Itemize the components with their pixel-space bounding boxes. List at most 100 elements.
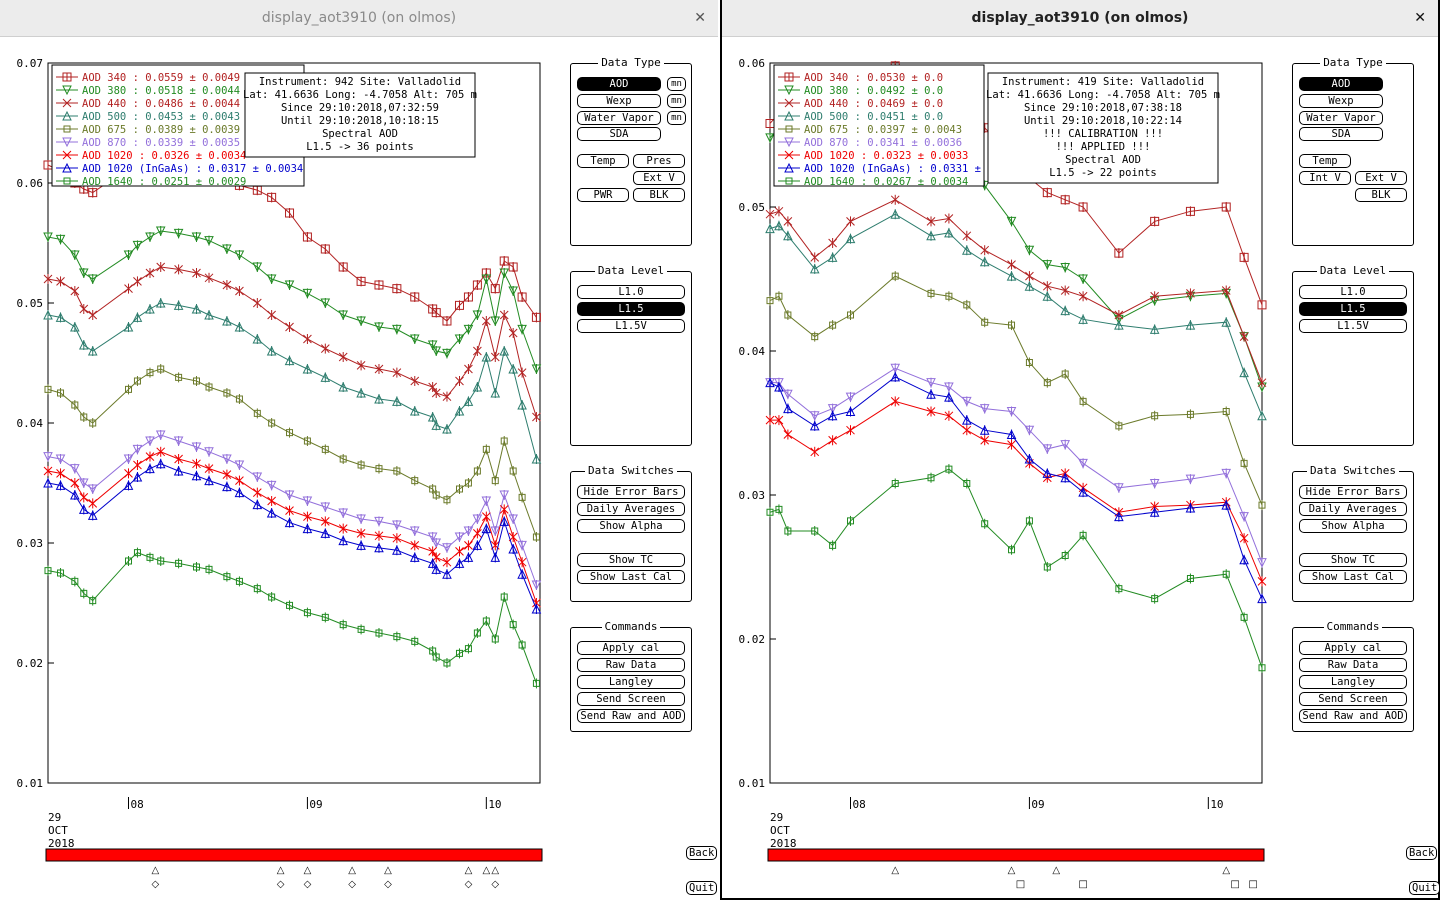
- send-raw-aod-button[interactable]: Send Raw and AOD: [577, 709, 685, 723]
- water-vapor-mn-button[interactable]: mn: [667, 111, 686, 125]
- back-button[interactable]: Back: [1406, 846, 1438, 860]
- ext-v-button[interactable]: Ext V: [633, 171, 685, 185]
- pres-button[interactable]: Pres: [633, 154, 685, 168]
- data-point-marker: [87, 345, 98, 356]
- data-point-marker: [356, 276, 366, 286]
- send-screen-button[interactable]: Send Screen: [1299, 692, 1407, 706]
- show-tc-button[interactable]: Show TC: [1299, 553, 1407, 567]
- close-icon[interactable]: ✕: [1414, 10, 1426, 26]
- aod-mn-button[interactable]: mn: [667, 77, 686, 91]
- show-alpha-button[interactable]: Show Alpha: [1299, 519, 1407, 533]
- daily-averages-button[interactable]: Daily Averages: [577, 502, 685, 516]
- data-point-marker: [518, 641, 526, 649]
- hide-error-bars-button[interactable]: Hide Error Bars: [577, 485, 685, 499]
- data-point-marker: [531, 364, 542, 375]
- y-tick-label: 0.03: [739, 489, 766, 502]
- show-last-cal-button[interactable]: Show Last Cal: [1299, 570, 1407, 584]
- show-tc-button[interactable]: Show TC: [577, 553, 685, 567]
- aod-button[interactable]: AOD: [577, 77, 661, 91]
- data-point-marker: [765, 223, 775, 234]
- l15v-button[interactable]: L1.5V: [577, 319, 685, 333]
- sda-button[interactable]: SDA: [1299, 127, 1383, 141]
- window-titlebar[interactable]: display_aot3910 (on olmos) ✕: [0, 0, 718, 37]
- legend-label: AOD 340 : 0.0530 ± 0.0: [804, 72, 943, 84]
- data-point-marker: [482, 445, 490, 453]
- water-vapor-button[interactable]: Water Vapor: [1299, 111, 1383, 125]
- data-point-marker: [517, 292, 527, 302]
- data-point-marker: [472, 514, 483, 525]
- data-point-marker: [926, 389, 936, 399]
- data-point-marker: [784, 85, 794, 96]
- data-point-marker: [1115, 422, 1123, 430]
- l15v-button[interactable]: L1.5V: [1299, 319, 1407, 333]
- data-point-marker: [1186, 575, 1194, 583]
- legend-box: [773, 64, 985, 187]
- close-icon[interactable]: ✕: [694, 10, 706, 26]
- data-point-marker: [481, 351, 492, 362]
- langley-button[interactable]: Langley: [577, 675, 685, 689]
- blk-button[interactable]: BLK: [633, 188, 685, 202]
- data-point-marker: [473, 346, 482, 356]
- quit-button[interactable]: Quit: [686, 881, 718, 895]
- aod-button[interactable]: AOD: [1299, 77, 1383, 91]
- data-point-marker: [784, 110, 794, 121]
- data-point-marker: [464, 364, 473, 374]
- data-point-marker: [284, 355, 295, 366]
- data-point-marker: [253, 585, 261, 593]
- data-point-marker: [766, 508, 774, 516]
- l10-button[interactable]: L1.0: [1299, 285, 1407, 299]
- daily-averages-button[interactable]: Daily Averages: [1299, 502, 1407, 516]
- data-point-marker: [145, 232, 155, 243]
- data-point-marker: [78, 504, 89, 514]
- data-point-marker: [518, 493, 526, 501]
- show-last-cal-button[interactable]: Show Last Cal: [577, 570, 685, 584]
- langley-button[interactable]: Langley: [1299, 675, 1407, 689]
- blk-button[interactable]: BLK: [1355, 188, 1407, 202]
- data-point-marker: [431, 388, 441, 398]
- temp-button[interactable]: Temp: [577, 154, 629, 168]
- sda-button[interactable]: SDA: [577, 127, 661, 141]
- send-screen-button[interactable]: Send Screen: [577, 692, 685, 706]
- data-point-marker: [192, 563, 200, 571]
- data-point-marker: [409, 526, 420, 537]
- quit-button[interactable]: Quit: [1409, 881, 1440, 895]
- data-point-marker: [784, 150, 794, 160]
- wexp-button[interactable]: Wexp: [1299, 94, 1383, 108]
- pwr-button[interactable]: PWR: [577, 188, 629, 202]
- hide-error-bars-button[interactable]: Hide Error Bars: [1299, 485, 1407, 499]
- data-point-marker: [463, 552, 474, 562]
- wexp-button[interactable]: Wexp: [577, 94, 661, 108]
- info-line: Since 29:10:2018,07:32:59: [281, 102, 439, 114]
- info-line: Since 29:10:2018,07:38:18: [1024, 102, 1182, 114]
- data-type-panel: Data Type AOD Wexp Water Vapor SDA mn mn…: [570, 56, 692, 246]
- legend-label: AOD 1020 : 0.0326 ± 0.0034: [82, 150, 246, 162]
- data-point-marker: [846, 425, 855, 435]
- data-point-marker: [517, 540, 527, 551]
- back-button[interactable]: Back: [686, 846, 718, 860]
- show-alpha-button[interactable]: Show Alpha: [577, 519, 685, 533]
- wexp-mn-button[interactable]: mn: [667, 94, 686, 108]
- apply-cal-button[interactable]: Apply cal: [577, 641, 685, 655]
- l15-button[interactable]: L1.5: [1299, 302, 1407, 316]
- temp-button[interactable]: Temp: [1299, 154, 1351, 168]
- apply-cal-button[interactable]: Apply cal: [1299, 641, 1407, 655]
- water-vapor-button[interactable]: Water Vapor: [577, 111, 661, 125]
- data-point-marker: [88, 310, 98, 320]
- l10-button[interactable]: L1.0: [577, 285, 685, 299]
- raw-data-button[interactable]: Raw Data: [577, 658, 685, 672]
- data-point-marker: [490, 284, 500, 294]
- data-point-marker: [157, 557, 165, 565]
- ext-v-button[interactable]: Ext V: [1355, 171, 1407, 185]
- data-point-marker: [1042, 188, 1052, 198]
- data-point-marker: [173, 465, 184, 476]
- data-point-marker: [145, 436, 155, 447]
- raw-data-button[interactable]: Raw Data: [1299, 658, 1407, 672]
- data-point-marker: [827, 410, 838, 421]
- data-point-marker: [517, 324, 527, 335]
- send-raw-aod-button[interactable]: Send Raw and AOD: [1299, 709, 1407, 723]
- data-point-marker: [204, 475, 214, 486]
- window-titlebar[interactable]: display_aot3910 (on olmos) ✕: [722, 0, 1438, 37]
- int-v-button[interactable]: Int V: [1299, 171, 1351, 185]
- data-point-marker: [1078, 314, 1088, 324]
- l15-button[interactable]: L1.5: [577, 302, 685, 316]
